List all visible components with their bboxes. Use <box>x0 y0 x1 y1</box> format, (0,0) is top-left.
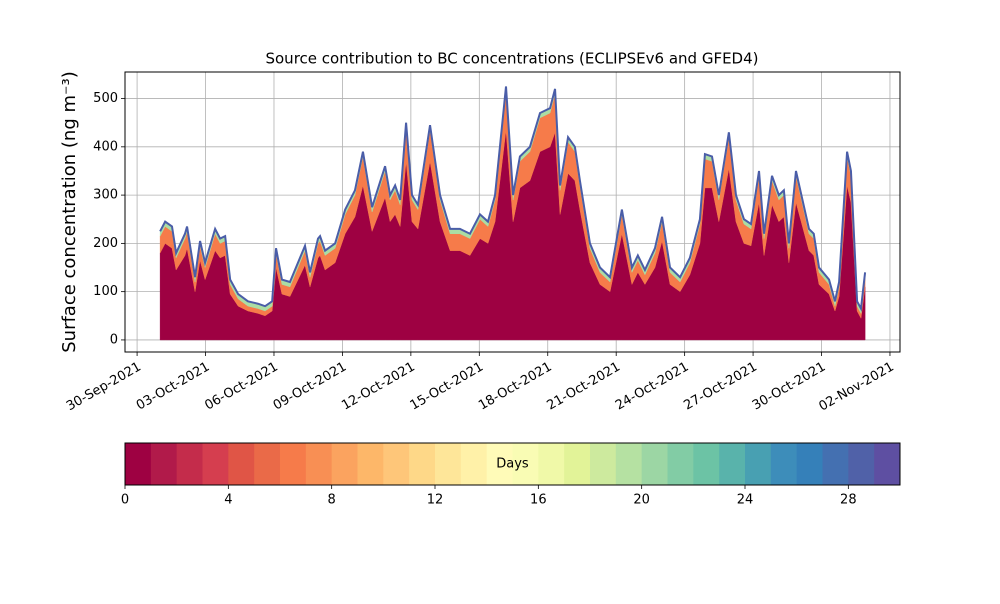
colorbar-segment <box>590 443 617 485</box>
y-tick-label: 100 <box>93 284 118 299</box>
colorbar-segment <box>305 443 333 485</box>
colorbar-segment <box>822 443 849 485</box>
colorbar-segment <box>796 443 823 485</box>
colorbar-segment <box>615 443 643 485</box>
y-tick-label: 200 <box>93 236 118 251</box>
colorbar-segment <box>357 443 384 485</box>
colorbar-tick-label: 20 <box>633 493 650 508</box>
colorbar-segment <box>693 443 720 485</box>
colorbar-segment <box>512 443 539 485</box>
colorbar-segment <box>150 443 178 485</box>
colorbar-segment <box>848 443 875 485</box>
colorbar-tick-label: 4 <box>224 493 232 508</box>
colorbar: Days 0 4 8 12 16 20 24 28 <box>121 442 901 508</box>
chart-title: Source contribution to BC concentrations… <box>265 50 758 68</box>
y-tick-label: 500 <box>93 91 118 106</box>
colorbar-tick-label: 8 <box>328 493 336 508</box>
colorbar-segment <box>538 443 565 485</box>
colorbar-segment <box>641 443 668 485</box>
colorbar-tick-label: 12 <box>427 493 444 508</box>
colorbar-segment <box>770 443 798 485</box>
colorbar-label: Days <box>496 457 529 472</box>
colorbar-segment <box>176 443 203 485</box>
colorbar-segment <box>409 443 436 485</box>
colorbar-tick-label: 0 <box>121 493 129 508</box>
colorbar-segment <box>486 443 513 485</box>
colorbar-segment <box>125 443 152 485</box>
y-axis-label: Surface concentration (ng m⁻³) <box>59 71 80 353</box>
axes-frame <box>124 71 901 353</box>
colorbar-segment <box>719 443 746 485</box>
colorbar-segment <box>228 443 255 485</box>
colorbar-tick-label: 28 <box>840 493 857 508</box>
colorbar-frame <box>124 442 901 486</box>
area-edge <box>159 86 867 312</box>
colorbar-segment <box>667 443 694 485</box>
colorbar-segment <box>383 443 410 485</box>
colorbar-segment <box>874 443 901 485</box>
colorbar-segment <box>280 443 307 485</box>
colorbar-tick-label: 16 <box>530 493 547 508</box>
y-tick-label: 300 <box>93 188 118 203</box>
colorbar-segment <box>745 443 772 485</box>
colorbar-segment <box>460 443 488 485</box>
colorbar-segment <box>254 443 281 485</box>
colorbar-segment <box>564 443 591 485</box>
y-tick-label: 400 <box>93 139 118 154</box>
colorbar-segment <box>331 443 358 485</box>
colorbar-segment <box>435 443 462 485</box>
colorbar-segment <box>202 443 229 485</box>
y-tick-label: 0 <box>110 332 118 347</box>
colorbar-tick-label: 24 <box>737 493 754 508</box>
